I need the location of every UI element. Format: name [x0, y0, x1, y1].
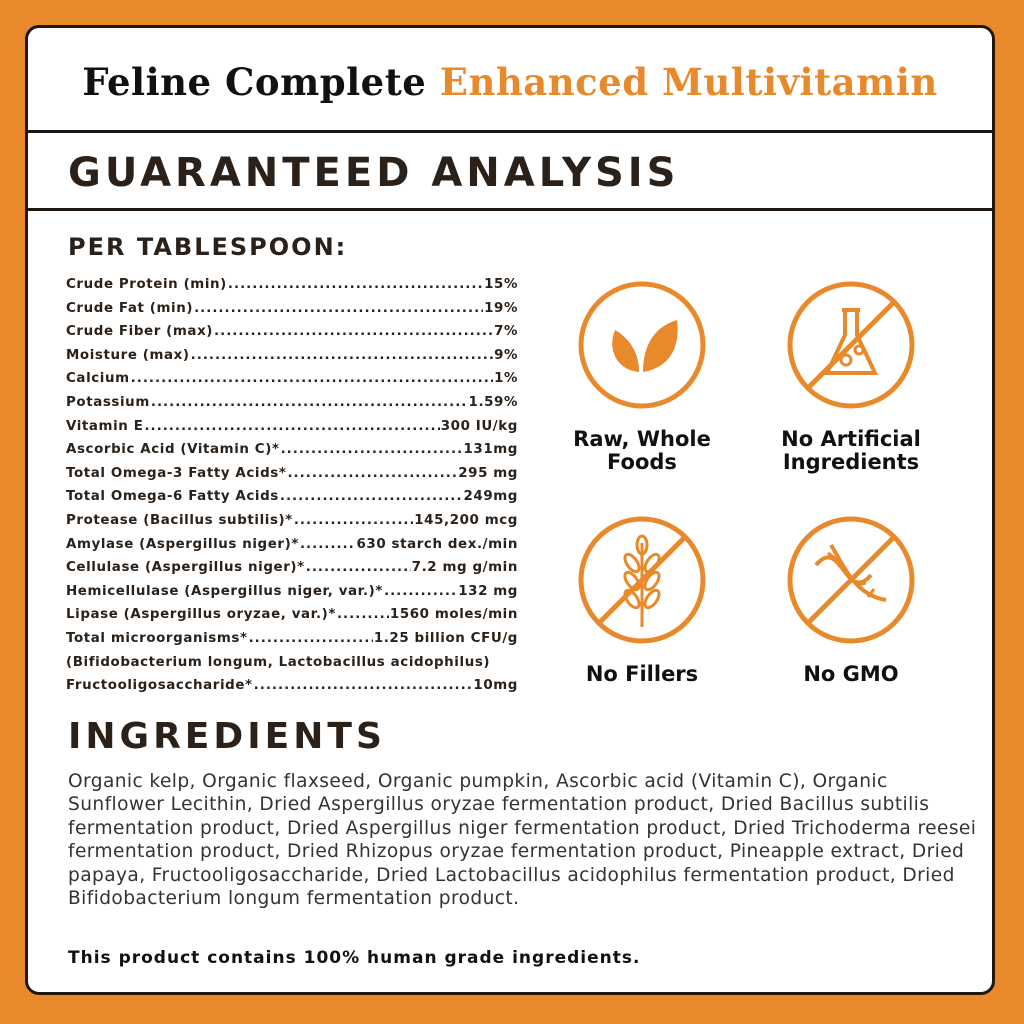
nutrient-name: (Bifidobacterium longum, Lactobacillus a…: [66, 654, 491, 670]
footer-note: This product contains 100% human grade i…: [68, 948, 641, 968]
nutrient-value: 1%: [494, 371, 518, 387]
no-flask-icon: [787, 281, 915, 409]
analysis-list: Crude Protein (min) 15% Crude Fat (min) 19%…: [66, 277, 518, 702]
nutrient-name: Protease (Bacillus subtilis)*: [66, 512, 293, 528]
dot-leader: [337, 607, 389, 622]
analysis-row: Crude Protein (min) 15%: [66, 277, 518, 301]
analysis-row: Amylase (Aspergillus niger)* 630 starch d…: [66, 537, 518, 561]
nutrient-name: Vitamin E: [66, 418, 144, 434]
nutrient-name: Crude Fat (min): [66, 300, 194, 316]
badge-no-fillers: No Fillers: [537, 515, 747, 686]
analysis-row: Calcium 1%: [66, 371, 518, 395]
nutrient-value: 300 IU/kg: [440, 418, 518, 434]
badge-no-gmo: No GMO: [746, 515, 956, 686]
no-dna-icon: [787, 516, 915, 644]
dot-leader: [249, 631, 373, 646]
ingredients-text: Organic kelp, Organic flaxseed, Organic …: [68, 771, 977, 910]
nutrient-name: Total microorganisms*: [66, 630, 248, 646]
analysis-row: Vitamin E 300 IU/kg: [66, 419, 518, 443]
per-label: PER TABLESPOON:: [68, 233, 348, 261]
nutrient-name: Calcium: [66, 371, 130, 387]
nutrient-value: 7.2 mg g/min: [411, 560, 518, 576]
nutrient-name: Cellulase (Aspergillus niger)*: [66, 560, 305, 576]
nutrient-name: Amylase (Aspergillus niger)*: [66, 536, 299, 552]
nutrient-value: 1560 moles/min: [389, 607, 518, 623]
nutrient-value: 1.25 billion CFU/g: [373, 630, 518, 646]
analysis-row: (Bifidobacterium longum, Lactobacillus a…: [66, 655, 518, 679]
divider: [28, 208, 992, 211]
dot-leader: [131, 371, 493, 386]
dot-leader: [194, 301, 483, 316]
nutrient-name: Fructooligosaccharide*: [66, 678, 253, 694]
nutrient-value: 19%: [484, 300, 518, 316]
nutrient-name: Crude Fiber (max): [66, 324, 214, 340]
analysis-row: Crude Fat (min) 19%: [66, 301, 518, 325]
dot-leader: [287, 466, 457, 481]
nutrient-name: Hemicellulase (Aspergillus niger, var.)*: [66, 583, 383, 599]
label-card: Feline Complete Enhanced Multivitamin GU…: [25, 25, 995, 995]
nutrient-value: 15%: [484, 277, 518, 292]
nutrient-name: Total Omega-3 Fatty Acids*: [66, 465, 287, 481]
product-title: Feline Complete Enhanced Multivitamin: [28, 60, 992, 104]
analysis-row: Fructooligosaccharide* 10mg: [66, 678, 518, 702]
nutrient-name: Moisture (max): [66, 347, 190, 363]
nutrient-value: 7%: [494, 324, 518, 340]
badge-label: No Artificial: [781, 427, 921, 451]
analysis-row: Lipase (Aspergillus oryzae, var.)* 1560 m…: [66, 607, 518, 631]
analysis-row: Hemicellulase (Aspergillus niger, var.)*…: [66, 584, 518, 608]
nutrient-name: Ascorbic Acid (Vitamin C)*: [66, 442, 280, 458]
dot-leader: [254, 678, 473, 693]
nutrient-value: 131mg: [463, 442, 518, 458]
nutrient-name: Total Omega-6 Fatty Acids: [66, 489, 279, 505]
nutrient-value: 295 mg: [458, 465, 518, 481]
nutrient-value: 145,200 mcg: [414, 512, 518, 528]
dot-leader: [191, 348, 493, 363]
nutrient-name: Potassium: [66, 394, 150, 410]
badge-no-artificial: No Artificial Ingredients: [746, 280, 956, 474]
leaves-icon: [578, 281, 706, 409]
section-title: GUARANTEED ANALYSIS: [68, 150, 680, 196]
title-part2: Enhanced Multivitamin: [439, 60, 938, 104]
nutrient-value: 1.59%: [468, 394, 518, 410]
badge-label: No Fillers: [585, 662, 699, 686]
dot-leader: [228, 277, 483, 292]
analysis-row: Total Omega-3 Fatty Acids* 295 mg: [66, 466, 518, 490]
analysis-row: Potassium 1.59%: [66, 395, 518, 419]
nutrient-name: Lipase (Aspergillus oryzae, var.)*: [66, 607, 336, 623]
badge-label: No GMO: [803, 662, 899, 686]
analysis-row: Protease (Bacillus subtilis)* 145,200 mcg: [66, 513, 518, 537]
dot-leader: [294, 513, 413, 528]
analysis-row: Total Omega-6 Fatty Acids 249mg: [66, 489, 518, 513]
dot-leader: [280, 489, 463, 504]
nutrient-value: 249mg: [463, 489, 518, 505]
dot-leader: [306, 560, 411, 575]
title-part1: Feline Complete: [82, 60, 427, 104]
analysis-row: Ascorbic Acid (Vitamin C)* 131mg: [66, 442, 518, 466]
dot-leader: [151, 395, 468, 410]
analysis-row: Crude Fiber (max) 7%: [66, 324, 518, 348]
divider: [28, 130, 992, 133]
analysis-row: Cellulase (Aspergillus niger)* 7.2 mg g/m…: [66, 560, 518, 584]
nutrient-value: 9%: [494, 347, 518, 363]
analysis-row: Moisture (max) 9%: [66, 348, 518, 372]
nutrient-value: 10mg: [473, 678, 518, 694]
dot-leader: [300, 537, 356, 552]
dot-leader: [384, 584, 457, 599]
badge-label: Raw, Whole: [573, 427, 711, 451]
dot-leader: [144, 419, 439, 434]
nutrient-name: Crude Protein (min): [66, 277, 227, 292]
dot-leader: [281, 442, 463, 457]
badge-label: Foods: [607, 450, 677, 474]
no-wheat-icon: [578, 516, 706, 644]
ingredients-title: INGREDIENTS: [68, 716, 386, 757]
analysis-row: Total microorganisms* 1.25 billion CFU/g: [66, 631, 518, 655]
badge-label: Ingredients: [782, 450, 920, 474]
badge-raw-whole-foods: Raw, Whole Foods: [537, 280, 747, 474]
nutrient-value: 132 mg: [458, 583, 518, 599]
nutrient-value: 630 starch dex./min: [356, 536, 518, 552]
dot-leader: [214, 324, 493, 339]
